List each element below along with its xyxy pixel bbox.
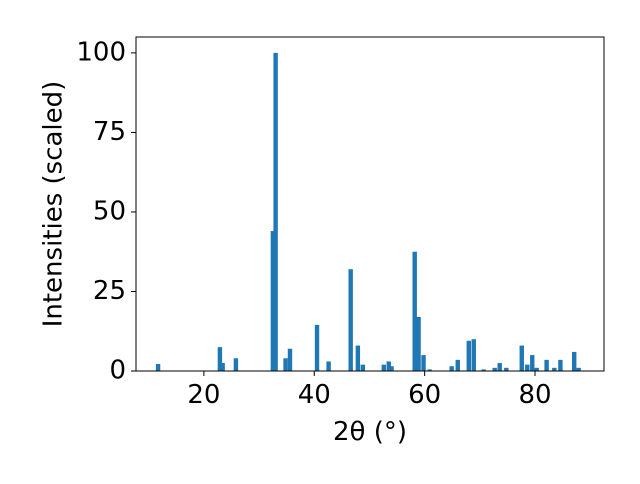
bar bbox=[273, 52, 278, 372]
y-axis-label: Intensities (scaled) bbox=[39, 81, 69, 328]
y-tick-label: 100 bbox=[76, 37, 126, 67]
y-tick-label: 75 bbox=[93, 117, 126, 147]
bar bbox=[519, 345, 524, 371]
bar bbox=[412, 251, 417, 371]
bar bbox=[552, 367, 557, 371]
bar bbox=[466, 340, 471, 371]
bar bbox=[481, 369, 486, 371]
bar bbox=[427, 369, 432, 371]
bar bbox=[558, 359, 563, 371]
bar bbox=[326, 361, 331, 371]
bar bbox=[471, 339, 476, 371]
bar bbox=[220, 363, 225, 371]
bar bbox=[155, 364, 161, 371]
y-tick-label: 50 bbox=[93, 196, 126, 226]
bar bbox=[449, 366, 454, 371]
bar bbox=[314, 324, 320, 371]
x-tick-label: 20 bbox=[187, 380, 220, 410]
bar bbox=[233, 358, 239, 371]
bar bbox=[576, 367, 581, 371]
bar bbox=[270, 231, 276, 371]
bar bbox=[287, 348, 293, 371]
bar bbox=[348, 269, 353, 371]
bar bbox=[525, 364, 530, 371]
bar bbox=[497, 363, 502, 371]
bar bbox=[381, 364, 386, 371]
bar bbox=[283, 358, 288, 371]
x-tick-label: 80 bbox=[518, 380, 551, 410]
plot-frame bbox=[135, 36, 605, 372]
bar bbox=[544, 359, 549, 371]
bar bbox=[504, 367, 509, 371]
x-tick-label: 60 bbox=[408, 380, 441, 410]
bar bbox=[386, 361, 391, 371]
bar bbox=[530, 355, 535, 371]
bar bbox=[492, 367, 497, 371]
bar bbox=[355, 345, 361, 371]
bar bbox=[360, 364, 366, 371]
y-tick-label: 25 bbox=[93, 276, 126, 306]
bar bbox=[217, 347, 223, 371]
bar bbox=[534, 367, 539, 371]
y-tick-label: 0 bbox=[109, 356, 126, 386]
x-tick-label: 40 bbox=[298, 380, 331, 410]
bar bbox=[455, 359, 460, 371]
bar bbox=[389, 366, 394, 371]
bar bbox=[416, 316, 421, 371]
bar bbox=[571, 351, 577, 371]
bar bbox=[421, 355, 426, 371]
x-axis-label: 2θ (°) bbox=[333, 417, 407, 447]
